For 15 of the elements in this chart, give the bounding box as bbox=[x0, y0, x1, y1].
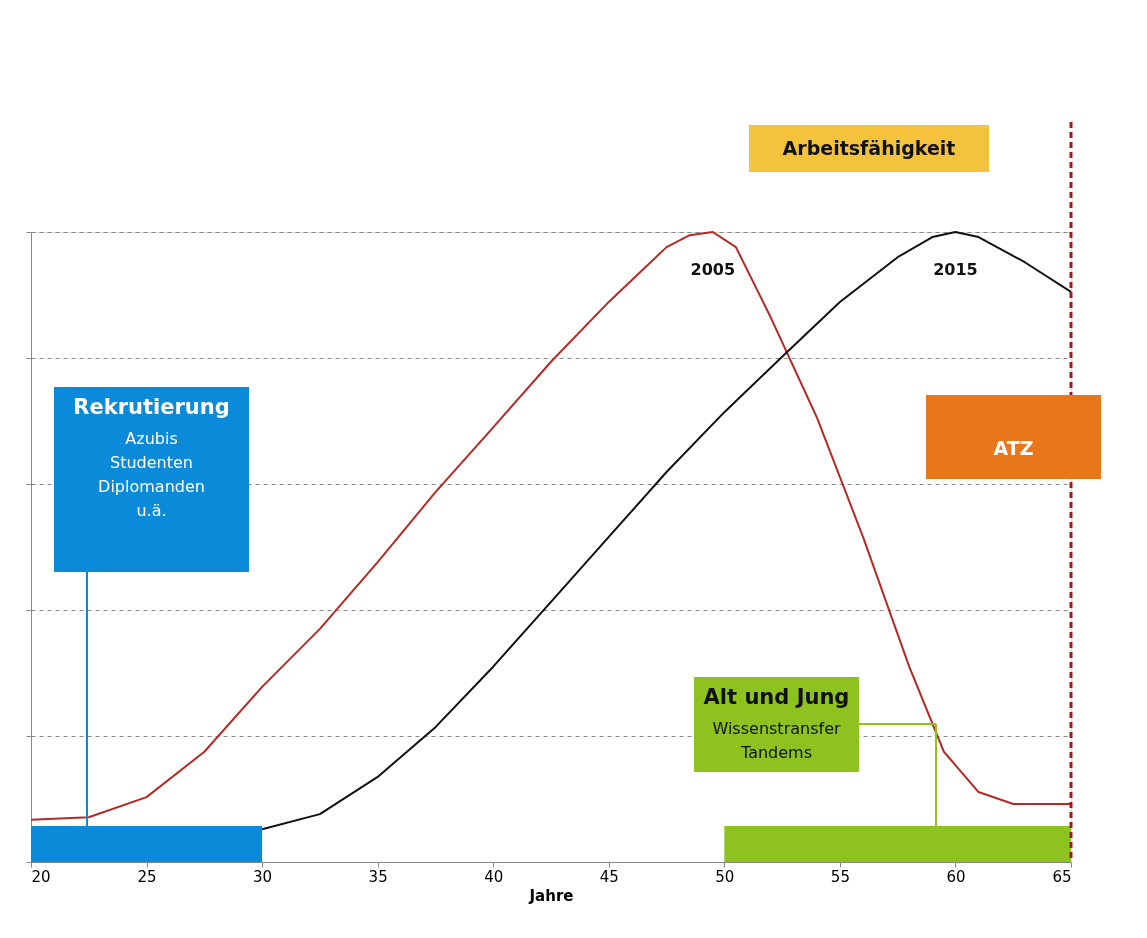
text: Arbeitsfähigkeit bbox=[782, 136, 956, 159]
annotation: ATZ bbox=[993, 437, 1034, 459]
x-tick-label: 50 bbox=[715, 867, 735, 886]
x-tick-label: 45 bbox=[599, 867, 619, 886]
x-tick-label: 55 bbox=[830, 867, 850, 886]
x-tick-label: 25 bbox=[137, 867, 157, 886]
x-tick-label: 30 bbox=[253, 867, 273, 886]
x-tick-label: 35 bbox=[368, 867, 388, 886]
x-tick-label: 60 bbox=[946, 867, 966, 886]
series-label: 2015 bbox=[933, 260, 978, 279]
x-tick-label: 65 bbox=[1052, 867, 1072, 886]
x-axis-title: Jahre bbox=[528, 886, 574, 905]
x-tick-label: 20 bbox=[31, 867, 51, 886]
x-tick-label: 40 bbox=[484, 867, 504, 886]
series-label: 2005 bbox=[690, 260, 736, 279]
